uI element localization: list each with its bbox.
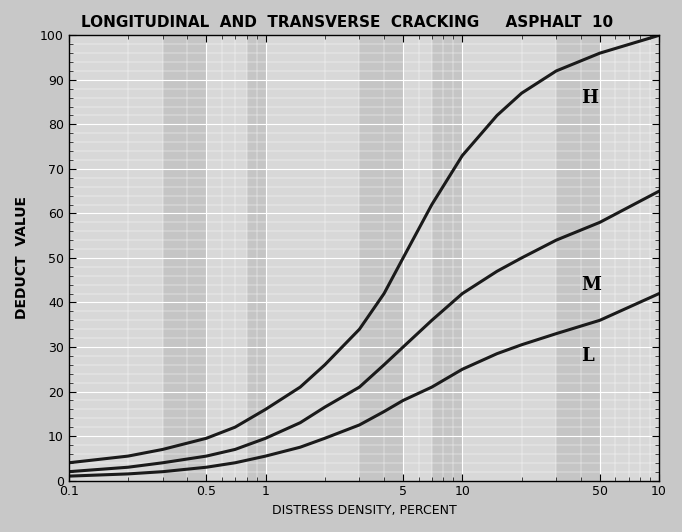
Text: L: L <box>581 347 593 365</box>
Y-axis label: DEDUCT  VALUE: DEDUCT VALUE <box>15 196 29 319</box>
Bar <box>432 35 462 480</box>
Bar <box>246 35 265 480</box>
Bar <box>163 35 207 480</box>
X-axis label: DISTRESS DENSITY, PERCENT: DISTRESS DENSITY, PERCENT <box>271 504 456 517</box>
Text: M: M <box>581 276 601 294</box>
Bar <box>359 35 403 480</box>
Bar <box>557 35 600 480</box>
Text: H: H <box>581 89 597 107</box>
Text: LONGITUDINAL  AND  TRANSVERSE  CRACKING     ASPHALT  10: LONGITUDINAL AND TRANSVERSE CRACKING ASP… <box>80 15 612 30</box>
